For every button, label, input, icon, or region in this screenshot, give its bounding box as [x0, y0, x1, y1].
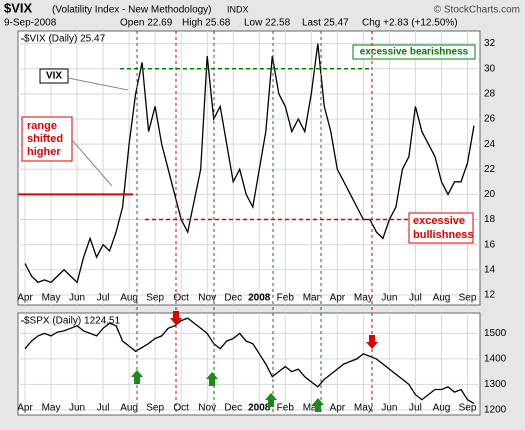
y-tick-label: 1400: [484, 354, 507, 365]
y-tick-label: 1200: [484, 405, 507, 416]
y-tick-label: 24: [484, 139, 496, 150]
x-tick-label: Jul: [97, 403, 110, 414]
x-tick-label: Sep: [146, 403, 164, 414]
y-tick-label: 1300: [484, 379, 507, 390]
x-tick-label: Nov: [198, 403, 216, 414]
x-tick-label: 2008: [248, 293, 271, 304]
signal-arrow: [265, 393, 277, 407]
price-line: [24, 317, 475, 405]
credit: © StockCharts.com: [434, 5, 520, 16]
signal-arrow: [366, 335, 378, 349]
legend: $SPX (Daily) 1224.51: [24, 316, 121, 327]
price-line: [24, 43, 475, 284]
x-tick-label: Aug: [433, 293, 451, 304]
pointer: [71, 139, 113, 187]
x-tick-label: Aug: [120, 293, 138, 304]
y-tick-label: 18: [484, 214, 496, 225]
x-tick-label: Sep: [459, 293, 477, 304]
x-tick-label: Aug: [433, 403, 451, 414]
annotation: range shifted higher: [27, 120, 63, 158]
low: Low 22.58: [244, 18, 291, 29]
annotation-box: [39, 68, 69, 84]
y-tick-label: 30: [484, 63, 496, 74]
x-tick-label: Apr: [17, 293, 33, 304]
x-tick-label: Jul: [97, 293, 110, 304]
x-tick-label: May: [42, 403, 61, 414]
last: Last 25.47: [302, 18, 349, 29]
y-tick-label: 32: [484, 38, 496, 49]
annotation-box: [408, 212, 474, 244]
high: High 25.68: [182, 18, 231, 29]
signal-arrow: [206, 372, 218, 386]
x-tick-label: Mar: [303, 293, 321, 304]
pointer: [67, 77, 129, 91]
x-tick-label: Aug: [120, 403, 138, 414]
index-name: (Volatility Index - New Methodology): [52, 5, 212, 16]
x-tick-label: Jul: [409, 293, 422, 304]
annotation: VIX: [46, 71, 62, 82]
annotation: excessive bearishness: [360, 47, 469, 58]
x-tick-label: Dec: [224, 403, 242, 414]
x-tick-label: Jun: [381, 293, 397, 304]
open: Open 22.69: [120, 18, 173, 29]
date: 9-Sep-2008: [4, 18, 57, 29]
y-tick-label: 14: [484, 264, 496, 275]
x-tick-label: May: [354, 403, 373, 414]
signal-arrow: [170, 311, 182, 325]
x-tick-label: Sep: [459, 403, 477, 414]
annotation: excessive bullishness: [413, 215, 474, 241]
y-tick-label: 28: [484, 88, 496, 99]
signal-arrow: [131, 370, 143, 384]
y-tick-label: 20: [484, 189, 496, 200]
exchange: INDX: [227, 4, 249, 14]
x-tick-label: Nov: [198, 293, 216, 304]
x-tick-label: Mar: [303, 403, 321, 414]
x-tick-label: Dec: [224, 293, 242, 304]
y-tick-label: 26: [484, 114, 496, 125]
annotation-box: [21, 116, 73, 162]
x-tick-label: Oct: [173, 293, 189, 304]
x-tick-label: Apr: [330, 293, 346, 304]
y-tick-label: 16: [484, 239, 496, 250]
panel: [17, 312, 481, 416]
x-tick-label: May: [42, 293, 61, 304]
x-tick-label: Sep: [146, 293, 164, 304]
x-tick-label: Jun: [69, 403, 85, 414]
x-tick-label: 2008: [248, 403, 271, 414]
change: Chg +2.83 (+12.50%): [362, 18, 458, 29]
x-tick-label: Jun: [381, 403, 397, 414]
x-tick-label: Oct: [173, 403, 189, 414]
legend: $VIX (Daily) 25.47: [24, 34, 106, 45]
panel: [17, 30, 481, 306]
x-tick-label: Feb: [277, 403, 295, 414]
y-tick-label: 22: [484, 164, 496, 175]
x-tick-label: May: [354, 293, 373, 304]
y-tick-label: 12: [484, 290, 496, 301]
annotation-box: [352, 44, 476, 60]
x-tick-label: Feb: [277, 293, 295, 304]
symbol: $VIX: [4, 0, 33, 15]
x-tick-label: Jun: [69, 293, 85, 304]
signal-arrow: [312, 398, 324, 412]
x-tick-label: Apr: [330, 403, 346, 414]
x-tick-label: Apr: [17, 403, 33, 414]
y-tick-label: 1500: [484, 328, 507, 339]
x-tick-label: Jul: [409, 403, 422, 414]
